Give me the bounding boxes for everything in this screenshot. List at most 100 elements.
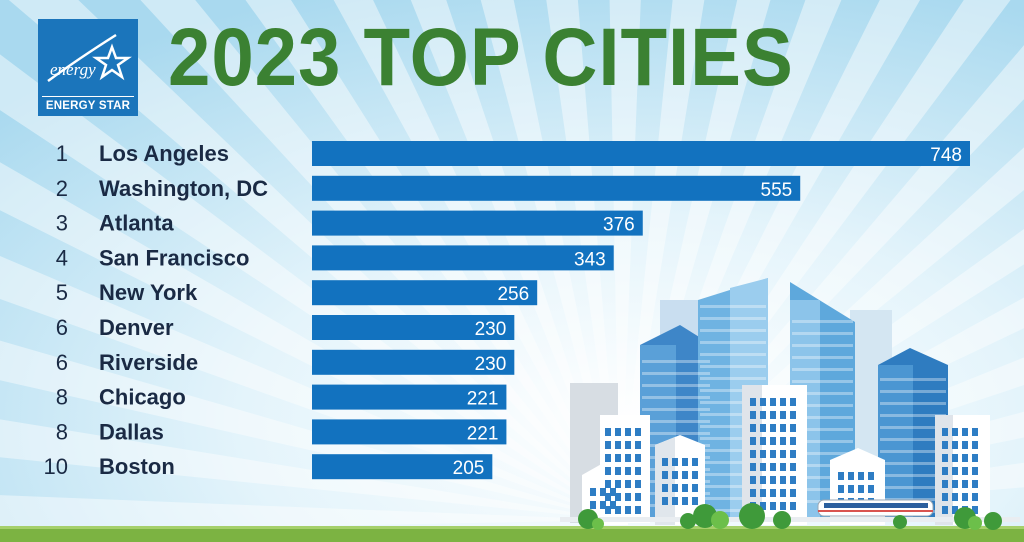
sun-ray: [620, 0, 705, 520]
building-window: [625, 441, 631, 449]
window-stripe: [700, 485, 766, 488]
building-window: [615, 428, 621, 436]
building-window: [760, 437, 766, 445]
building-window: [635, 493, 641, 501]
building-window: [600, 488, 606, 496]
window-stripe: [642, 360, 710, 363]
value-label: 205: [453, 458, 485, 479]
window-stripe: [642, 372, 710, 375]
building-window: [952, 454, 958, 462]
building-window: [942, 428, 948, 436]
window-stripe: [880, 438, 946, 441]
value-label: 221: [467, 389, 499, 410]
building-window: [952, 480, 958, 488]
bar: [312, 245, 614, 271]
building-window: [962, 441, 968, 449]
building-window: [605, 506, 611, 514]
window-stripe: [792, 428, 853, 431]
building-window: [972, 428, 978, 436]
building-window: [952, 441, 958, 449]
building-window: [750, 411, 756, 419]
window-stripe: [792, 380, 853, 383]
window-stripe: [642, 396, 710, 399]
window-stripe: [792, 356, 853, 359]
window-stripe: [792, 488, 853, 491]
value-label: 230: [475, 354, 507, 375]
bar: [312, 454, 493, 480]
rank-label: 8: [56, 419, 68, 444]
building-window: [770, 476, 776, 484]
building-window: [750, 424, 756, 432]
window-stripe: [880, 378, 946, 381]
window-stripe: [700, 329, 766, 332]
energy-star-logo: energy ENERGY STAR: [38, 19, 138, 116]
window-stripe: [880, 414, 946, 417]
building-window: [972, 506, 978, 514]
building-window: [790, 411, 796, 419]
building-window: [770, 398, 776, 406]
value-label: 221: [467, 423, 499, 444]
window-stripe: [642, 420, 710, 423]
bar: [312, 210, 643, 236]
building-window: [625, 467, 631, 475]
window-stripe: [700, 497, 766, 500]
sun-ray: [0, 0, 620, 520]
building-window: [770, 424, 776, 432]
building-window: [625, 506, 631, 514]
window-stripe: [700, 305, 766, 308]
window-stripe: [792, 476, 853, 479]
building-window: [770, 502, 776, 510]
building-window: [750, 489, 756, 497]
building-window: [605, 441, 611, 449]
building-window: [770, 450, 776, 458]
category-label: Los Angeles: [99, 141, 229, 166]
building-window: [972, 441, 978, 449]
category-label: San Francisco: [99, 245, 249, 270]
category-label: New York: [99, 280, 198, 305]
bar: [312, 280, 538, 306]
window-stripe: [642, 408, 710, 411]
building-window: [770, 437, 776, 445]
building-window: [962, 454, 968, 462]
building-window: [760, 489, 766, 497]
window-stripe: [700, 473, 766, 476]
window-stripe: [700, 365, 766, 368]
window-stripe: [880, 390, 946, 393]
building-window: [682, 497, 688, 505]
window-stripe: [700, 509, 766, 512]
building-window: [600, 501, 606, 509]
building-window: [790, 450, 796, 458]
building-window: [780, 437, 786, 445]
value-label: 748: [930, 145, 962, 166]
rank-label: 1: [56, 141, 68, 166]
window-stripe: [700, 389, 766, 392]
window-stripe: [700, 401, 766, 404]
building-window: [942, 467, 948, 475]
rank-label: 10: [44, 454, 68, 479]
window-stripe: [700, 461, 766, 464]
building-window: [662, 471, 668, 479]
building-window: [692, 471, 698, 479]
window-stripe: [880, 450, 946, 453]
category-label: Atlanta: [99, 211, 174, 236]
building-window: [972, 480, 978, 488]
building-window: [760, 450, 766, 458]
building-window: [942, 493, 948, 501]
building-window: [635, 454, 641, 462]
building-window: [625, 493, 631, 501]
rank-label: 5: [56, 280, 68, 305]
building-window: [625, 428, 631, 436]
sun-ray: [0, 419, 620, 520]
building-window: [780, 424, 786, 432]
window-stripe: [642, 384, 710, 387]
building-window: [952, 428, 958, 436]
window-stripe: [792, 440, 853, 443]
window-stripe: [700, 437, 766, 440]
building-window: [615, 441, 621, 449]
building-window: [615, 493, 621, 501]
building-window: [682, 484, 688, 492]
building-window: [868, 472, 874, 480]
bar: [312, 419, 507, 445]
